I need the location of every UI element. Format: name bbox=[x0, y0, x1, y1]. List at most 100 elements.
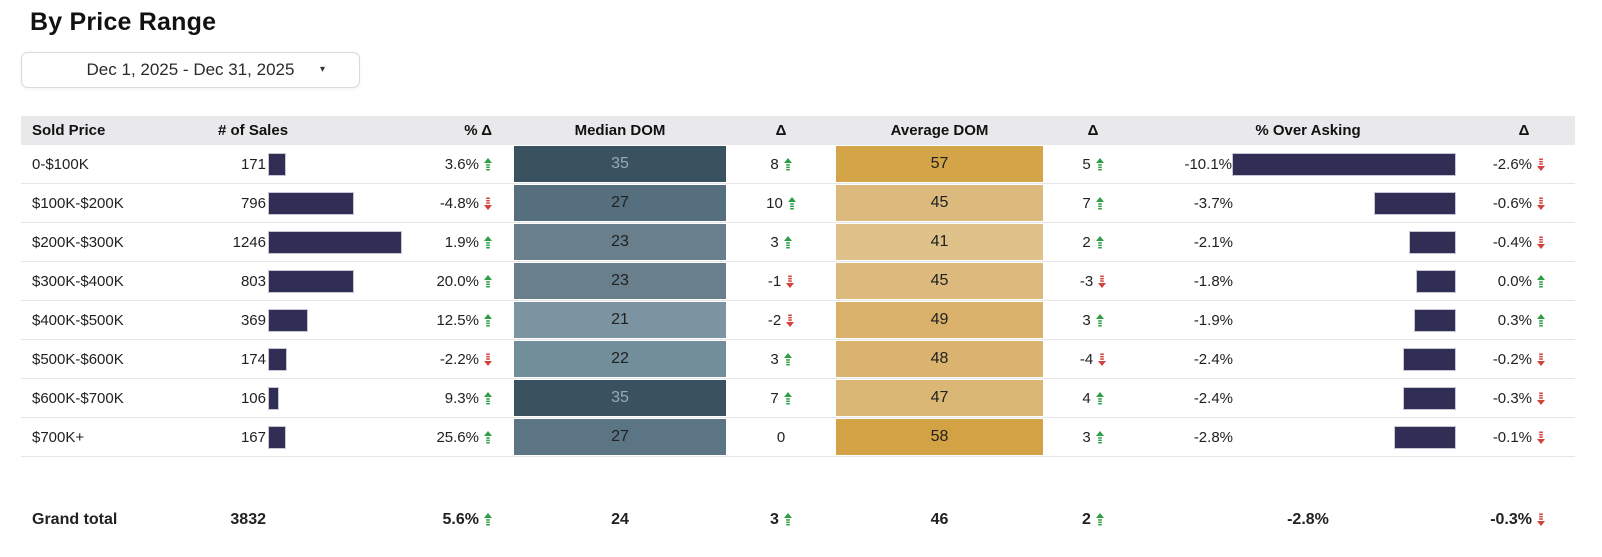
price-range-table: Sold Price # of Sales % Δ Median DOM Δ A… bbox=[21, 116, 1575, 538]
column-header-num-sales[interactable]: # of Sales bbox=[218, 122, 289, 139]
column-header-sold-price[interactable]: Sold Price bbox=[32, 122, 106, 139]
column-header-average-dom[interactable]: Average DOM bbox=[890, 122, 989, 139]
delta-up-icon bbox=[484, 513, 492, 526]
delta-down-icon bbox=[1537, 513, 1545, 526]
average-dom-heatmap: 45 bbox=[836, 185, 1043, 221]
delta-down-icon bbox=[484, 353, 492, 366]
column-header-over-asking[interactable]: % Over Asking bbox=[1255, 122, 1361, 139]
delta-up-icon bbox=[1095, 196, 1104, 210]
sales-bar bbox=[268, 191, 354, 215]
delta-down-icon bbox=[1537, 392, 1545, 405]
over-asking-delta-cell: 0.0% bbox=[1473, 273, 1575, 290]
median-dom-cell: 27 bbox=[514, 184, 726, 222]
table-row: $500K-$600K 174 -2.2% 22 3 48 -4 -2.4% -… bbox=[21, 340, 1575, 379]
average-dom-delta-cell: -3 bbox=[1043, 273, 1143, 290]
sales-value: 803 bbox=[240, 272, 266, 290]
median-dom-delta-cell: 3 bbox=[726, 351, 836, 368]
over-asking-value: -1.9% bbox=[1193, 311, 1233, 329]
delta-up-icon bbox=[783, 352, 792, 366]
delta-up-icon bbox=[1095, 430, 1104, 444]
sales-delta-cell: 25.6% bbox=[426, 429, 514, 446]
average-dom-delta-cell: 2 bbox=[1043, 511, 1143, 529]
sales-value: 106 bbox=[240, 389, 266, 407]
over-asking-cell: -2.8% bbox=[1143, 418, 1473, 456]
median-dom-cell: 35 bbox=[514, 379, 726, 417]
median-dom-heatmap: 27 bbox=[514, 185, 726, 221]
median-dom-delta-cell: -2 bbox=[726, 312, 836, 329]
sales-bar bbox=[268, 386, 279, 410]
over-asking-delta-cell: -0.4% bbox=[1473, 234, 1575, 251]
median-dom-heatmap: 22 bbox=[514, 341, 726, 377]
over-asking-value: -1.8% bbox=[1193, 272, 1233, 290]
average-dom-cell: 41 bbox=[836, 223, 1043, 261]
average-dom-heatmap: 41 bbox=[836, 224, 1043, 260]
delta-up-icon bbox=[783, 513, 792, 526]
sold-price-cell: Grand total bbox=[32, 511, 118, 528]
over-asking-value: -3.7% bbox=[1193, 194, 1233, 212]
average-dom-cell: 45 bbox=[836, 262, 1043, 300]
sales-delta-cell: 12.5% bbox=[426, 312, 514, 329]
median-dom-delta-cell: 8 bbox=[726, 156, 836, 173]
column-header-delta-1[interactable]: Δ bbox=[775, 122, 787, 139]
average-dom-heatmap: 48 bbox=[836, 341, 1043, 377]
sales-delta-cell: 3.6% bbox=[426, 156, 514, 173]
column-header-delta-2[interactable]: Δ bbox=[1087, 122, 1099, 139]
delta-down-icon bbox=[1098, 353, 1107, 366]
average-dom-heatmap: 45 bbox=[836, 263, 1043, 299]
date-range-selector[interactable]: Dec 1, 2025 - Dec 31, 2025 ▾ bbox=[21, 52, 360, 88]
sales-bar bbox=[268, 425, 286, 449]
median-dom-heatmap: 23 bbox=[514, 224, 726, 260]
delta-up-icon bbox=[1095, 157, 1104, 171]
median-dom-delta-cell: 0 bbox=[776, 428, 786, 446]
delta-up-icon bbox=[484, 430, 492, 444]
delta-down-icon bbox=[1537, 236, 1545, 249]
over-asking-value: -10.1% bbox=[1184, 155, 1232, 173]
table-row: $700K+ 167 25.6% 27 0 58 3 -2.8% -0.1% bbox=[21, 418, 1575, 457]
over-asking-bar bbox=[1409, 230, 1456, 254]
column-header-pct-delta[interactable]: % Δ bbox=[464, 122, 492, 139]
over-asking-bar bbox=[1374, 191, 1456, 215]
sales-delta-cell: -4.8% bbox=[426, 195, 514, 212]
average-dom-heatmap: 57 bbox=[836, 146, 1043, 182]
sales-value: 796 bbox=[240, 194, 266, 212]
median-dom-heatmap: 24 bbox=[611, 511, 629, 528]
average-dom-delta-cell: 2 bbox=[1043, 234, 1143, 251]
delta-down-icon bbox=[1537, 197, 1545, 210]
sales-cell: 174 bbox=[211, 340, 426, 378]
column-header-median-dom[interactable]: Median DOM bbox=[574, 122, 666, 139]
table-header-row: Sold Price # of Sales % Δ Median DOM Δ A… bbox=[21, 116, 1575, 145]
over-asking-delta-cell: -0.3% bbox=[1473, 511, 1575, 529]
sold-price-cell: $600K-$700K bbox=[32, 389, 124, 407]
median-dom-delta-cell: 3 bbox=[726, 511, 836, 529]
dropdown-caret-icon: ▾ bbox=[319, 64, 325, 76]
over-asking-value: -2.4% bbox=[1193, 389, 1233, 407]
sold-price-cell: $100K-$200K bbox=[32, 194, 124, 212]
sales-value: 171 bbox=[240, 155, 266, 173]
median-dom-delta-cell: 3 bbox=[726, 234, 836, 251]
delta-down-icon bbox=[786, 314, 795, 327]
over-asking-bar bbox=[1416, 269, 1456, 293]
column-header-delta-3[interactable]: Δ bbox=[1518, 122, 1530, 139]
sales-cell: 106 bbox=[211, 379, 426, 417]
median-dom-cell: 21 bbox=[514, 301, 726, 339]
average-dom-cell: 45 bbox=[836, 184, 1043, 222]
sales-delta-cell: -2.2% bbox=[426, 351, 514, 368]
over-asking-cell: -2.4% bbox=[1143, 379, 1473, 417]
over-asking-cell: -2.4% bbox=[1143, 340, 1473, 378]
average-dom-cell: 57 bbox=[836, 145, 1043, 183]
sales-bar bbox=[268, 230, 402, 254]
over-asking-delta-cell: -0.3% bbox=[1473, 390, 1575, 407]
average-dom-delta-cell: 3 bbox=[1043, 312, 1143, 329]
over-asking-value: -2.4% bbox=[1193, 350, 1233, 368]
delta-up-icon bbox=[1095, 513, 1104, 526]
median-dom-heatmap: 35 bbox=[514, 146, 726, 182]
average-dom-delta-cell: -4 bbox=[1043, 351, 1143, 368]
median-dom-delta-cell: 7 bbox=[726, 390, 836, 407]
grand-total-row: Grand total 3832 5.6% 24 3 46 2 -2.8% -0… bbox=[21, 502, 1575, 538]
over-asking-delta-cell: -2.6% bbox=[1473, 156, 1575, 173]
sales-value: 174 bbox=[240, 350, 266, 368]
sales-bar bbox=[268, 269, 354, 293]
average-dom-delta-cell: 3 bbox=[1043, 429, 1143, 446]
over-asking-cell: -2.8% bbox=[1143, 502, 1473, 538]
table-body: 0-$100K 171 3.6% 35 8 57 5 -10.1% -2.6% … bbox=[21, 145, 1575, 538]
